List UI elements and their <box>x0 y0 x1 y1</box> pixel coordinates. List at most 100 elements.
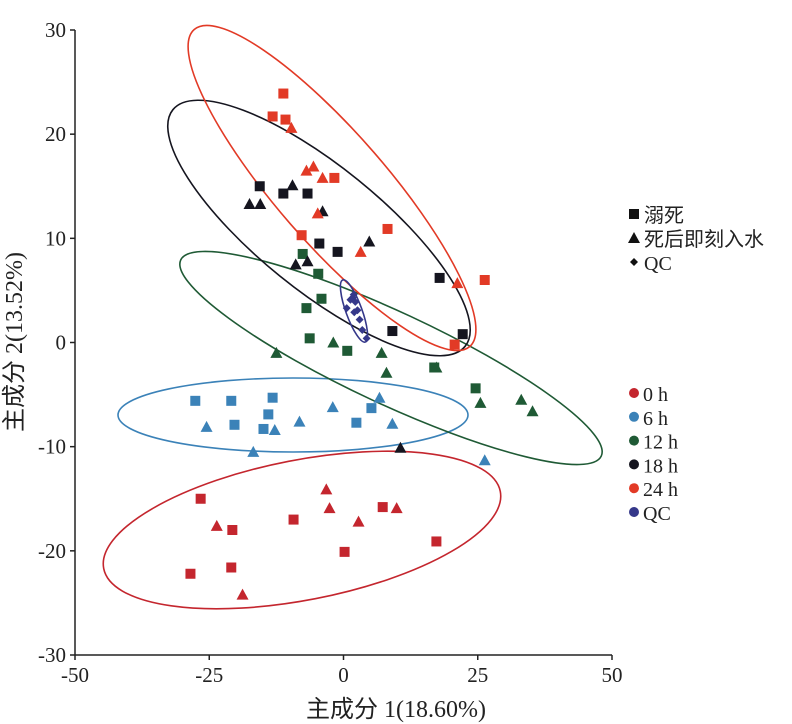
point-diamond <box>349 290 358 299</box>
legend-label: 死后即刻入水 <box>644 228 764 251</box>
legend-label: 0 h <box>643 384 668 406</box>
point-diamond <box>342 304 351 313</box>
legend-circle-icon <box>629 483 639 494</box>
point-square <box>382 223 393 234</box>
point-square <box>278 188 289 199</box>
legend-diamond-icon <box>630 258 638 266</box>
x-tick-label: 25 <box>467 663 488 687</box>
point-triangle <box>268 424 281 435</box>
point-square <box>457 329 468 340</box>
point-square <box>254 181 265 192</box>
legend-label: QC <box>643 503 671 525</box>
y-tick-label: -10 <box>38 435 66 459</box>
point-square <box>366 403 377 414</box>
point-triangle <box>474 396 487 408</box>
point-triangle <box>286 179 299 191</box>
point-triangle <box>300 164 313 176</box>
point-square <box>190 395 201 406</box>
point-triangle <box>301 255 314 267</box>
ticks: -50 -25 0 25 50 30 20 10 0 -10 -20 -30 <box>38 18 623 687</box>
point-triangle <box>316 171 329 183</box>
legend-circle-icon <box>629 435 639 446</box>
point-square <box>302 188 313 199</box>
point-square <box>296 230 307 241</box>
point-triangle <box>200 420 213 432</box>
point-diamond <box>358 326 367 334</box>
point-diamond <box>355 315 364 324</box>
point-diamond <box>353 306 362 315</box>
legend-triangle-icon <box>628 232 640 243</box>
point-triangle <box>327 336 340 348</box>
point-triangle <box>326 401 339 413</box>
legend-label: 12 h <box>643 432 678 454</box>
point-triangle <box>394 441 407 453</box>
point-square <box>351 417 362 428</box>
point-triangle <box>373 391 386 403</box>
point-square <box>278 88 289 99</box>
point-square <box>195 493 206 504</box>
point-square <box>227 525 238 535</box>
point-square <box>258 423 269 434</box>
legend-square-icon <box>629 209 639 219</box>
x-tick-label: 50 <box>602 663 623 687</box>
point-triangle <box>375 346 388 358</box>
point-diamond <box>351 297 360 306</box>
point-square <box>267 111 278 122</box>
point-square <box>449 339 460 350</box>
legend-circle-icon <box>629 411 639 422</box>
point-square <box>342 345 353 356</box>
legend-label: 18 h <box>643 455 678 477</box>
point-square <box>288 514 299 525</box>
point-square <box>316 293 327 304</box>
point-square <box>297 248 308 259</box>
legend-label: 6 h <box>643 408 668 430</box>
point-triangle <box>307 160 320 172</box>
point-square <box>434 272 445 283</box>
point-triangle <box>363 235 376 247</box>
point-triangle <box>430 361 443 373</box>
point-square <box>387 326 398 337</box>
ellipse-0h <box>102 450 502 610</box>
point-square <box>226 395 237 406</box>
point-square <box>470 383 481 394</box>
point-triangle <box>390 502 403 514</box>
point-square <box>332 246 343 257</box>
point-square <box>304 333 315 344</box>
y-tick-label: 0 <box>56 331 67 355</box>
point-triangle <box>323 502 336 514</box>
point-square <box>377 502 388 513</box>
point-triangle <box>243 197 256 209</box>
x-tick-label: -25 <box>195 663 223 687</box>
legend-label: 24 h <box>643 479 678 501</box>
ellipse-qc <box>339 279 369 343</box>
ellipse-18h <box>166 99 472 357</box>
point-square <box>226 562 237 573</box>
point-square <box>301 303 312 314</box>
point-triangle <box>254 197 267 209</box>
point-triangle <box>236 588 249 600</box>
legend-circle-icon <box>629 459 639 470</box>
y-tick-label: -30 <box>38 643 66 667</box>
x-tick-label: 0 <box>338 663 349 687</box>
ellipse-24h <box>187 24 477 352</box>
legend-label: 溺死 <box>644 204 684 227</box>
point-triangle <box>285 121 298 133</box>
x-axis-label: 主成分 1(18.60%) <box>306 696 486 723</box>
data-points <box>185 88 539 600</box>
point-triangle <box>311 207 324 219</box>
point-diamond <box>362 334 371 343</box>
point-triangle <box>247 445 260 457</box>
y-tick-label: 30 <box>45 18 66 42</box>
point-square <box>280 114 291 125</box>
point-square <box>185 568 196 579</box>
x-tick-label: -50 <box>61 663 89 687</box>
point-square <box>313 268 324 279</box>
y-axis-label: 主成分 2(13.52%) <box>1 252 28 432</box>
y-tick-label: 20 <box>45 122 66 146</box>
confidence-ellipses <box>102 24 603 610</box>
legend-circle-icon <box>629 507 639 517</box>
point-triangle <box>354 245 367 257</box>
y-tick-label: -20 <box>38 539 66 563</box>
